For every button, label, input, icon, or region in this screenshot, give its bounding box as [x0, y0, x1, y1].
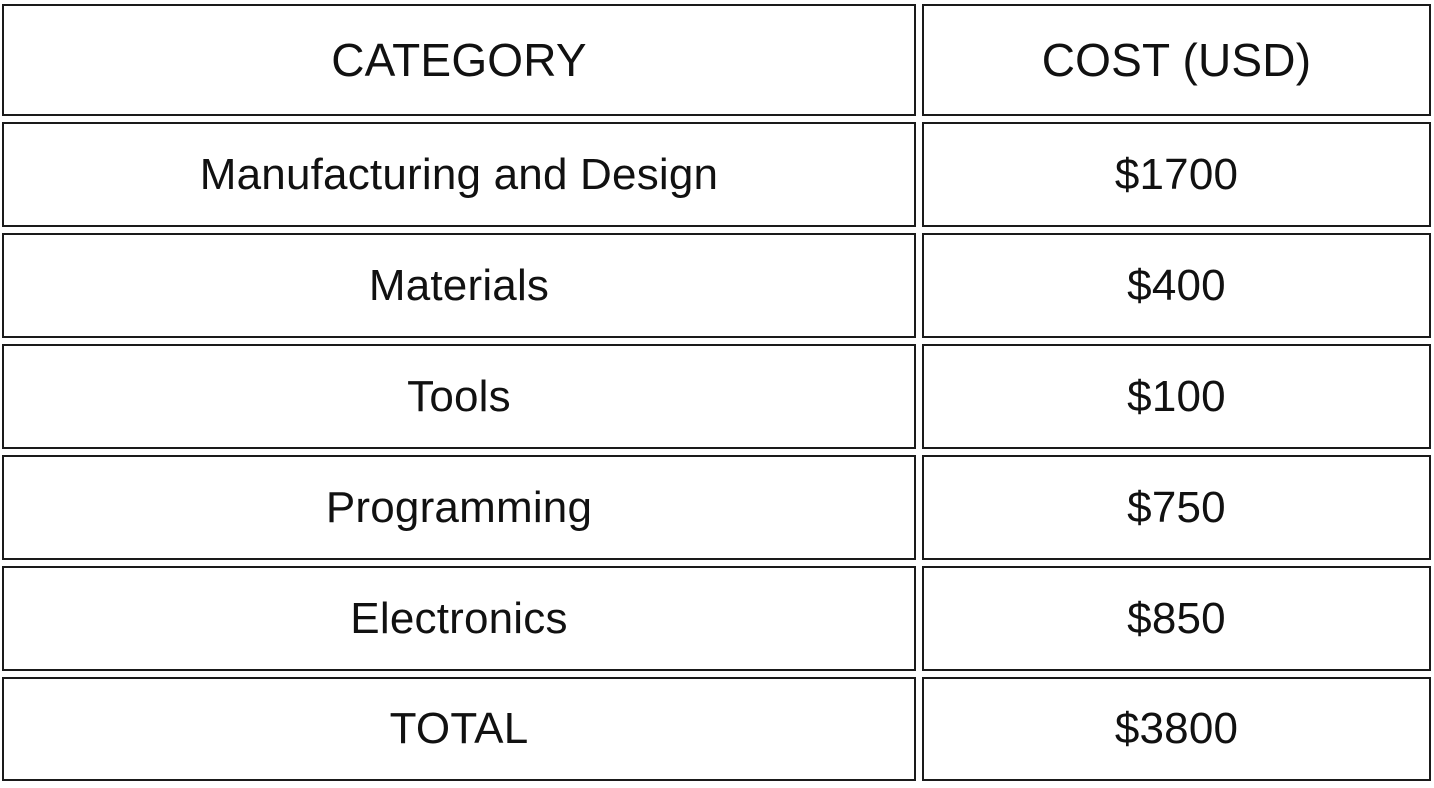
- row-category: Programming: [2, 455, 916, 560]
- row-category: Manufacturing and Design: [2, 122, 916, 227]
- row-category: Electronics: [2, 566, 916, 671]
- cost-table: CATEGORY COST (USD) Manufacturing and De…: [2, 4, 1431, 781]
- row-cost: $750: [922, 455, 1431, 560]
- row-category: Materials: [2, 233, 916, 338]
- row-cost: $1700: [922, 122, 1431, 227]
- total-label: TOTAL: [2, 677, 916, 781]
- row-cost: $850: [922, 566, 1431, 671]
- header-cost: COST (USD): [922, 4, 1431, 116]
- total-cost: $3800: [922, 677, 1431, 781]
- header-category: CATEGORY: [2, 4, 916, 116]
- row-category: Tools: [2, 344, 916, 449]
- row-cost: $400: [922, 233, 1431, 338]
- row-cost: $100: [922, 344, 1431, 449]
